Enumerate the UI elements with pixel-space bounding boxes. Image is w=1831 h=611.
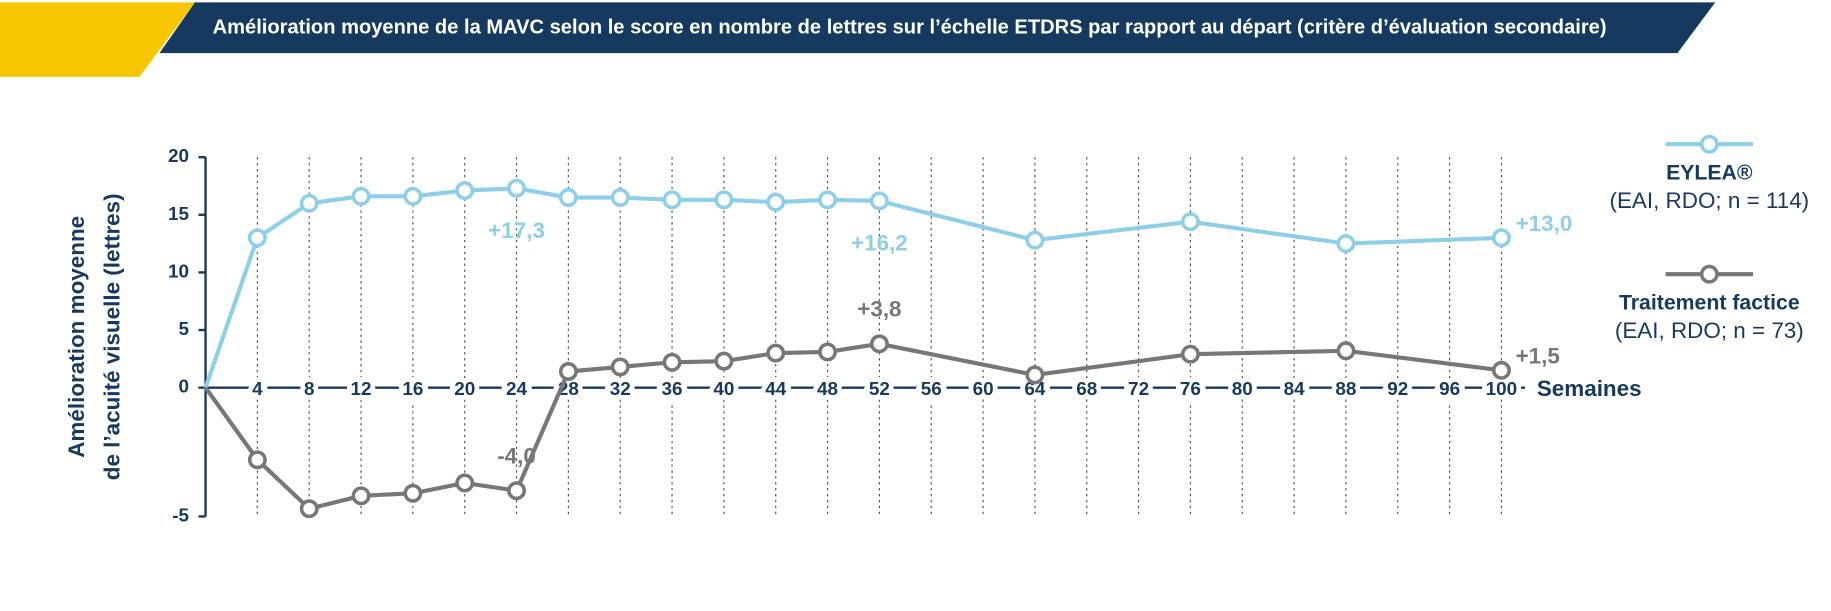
x-axis-label: Semaines	[1537, 376, 1642, 401]
legend-marker	[1699, 134, 1719, 154]
data-point	[558, 188, 578, 207]
data-point	[869, 191, 889, 211]
data-point	[507, 481, 527, 501]
y-tick-label: 0	[178, 377, 189, 398]
x-tick-label: 32	[610, 379, 631, 400]
legend-note: (EAI, RDO; n = 73)	[1615, 318, 1804, 343]
data-point	[1180, 344, 1200, 364]
data-point	[299, 193, 319, 213]
legend-note: (EAI, RDO; n = 114)	[1609, 188, 1809, 213]
x-tick-label: 44	[765, 379, 787, 400]
header-accent	[0, 2, 195, 77]
data-point	[1025, 230, 1045, 250]
data-point	[507, 178, 527, 198]
value-label: +16,2	[851, 231, 908, 256]
chart-title: Amélioration moyenne de la MAVC selon le…	[213, 17, 1607, 39]
legend-label: Traitement factice	[1619, 290, 1800, 314]
x-tick-label: 52	[869, 379, 890, 400]
series-line	[203, 341, 1502, 512]
x-tick-label: 40	[713, 379, 734, 400]
data-point	[1491, 228, 1511, 248]
data-point	[351, 186, 371, 206]
value-label: +3,8	[857, 297, 901, 322]
legend-label: EYLEA®	[1666, 160, 1753, 184]
data-point	[1025, 365, 1045, 385]
x-tick-label: 100	[1486, 379, 1518, 400]
y-tick-label: 20	[168, 146, 189, 167]
data-point	[662, 352, 682, 372]
data-point	[455, 473, 475, 493]
x-tick-label: 12	[351, 379, 372, 400]
value-label: -4,0	[497, 444, 536, 469]
data-point	[247, 450, 267, 470]
x-tick-label: 36	[662, 379, 683, 400]
data-point	[455, 181, 475, 201]
x-tick-label: 84	[1284, 379, 1306, 400]
data-point	[766, 343, 786, 363]
x-tick-label: 88	[1335, 379, 1356, 400]
data-point	[818, 342, 838, 362]
x-tick-label: 72	[1128, 379, 1149, 400]
data-point	[1336, 341, 1356, 361]
data-point	[610, 188, 630, 207]
data-point	[351, 486, 371, 506]
y-tick-label: 10	[168, 261, 189, 282]
data-point	[1180, 212, 1200, 232]
data-point	[818, 190, 838, 210]
x-tick-label: 96	[1439, 379, 1460, 400]
data-point	[714, 190, 734, 210]
series-line	[203, 186, 1502, 389]
data-point	[662, 190, 682, 210]
x-tick-label: 16	[402, 379, 423, 400]
data-point	[714, 351, 734, 371]
y-tick-label: 15	[168, 204, 189, 225]
y-tick-label: -5	[172, 505, 189, 526]
y-axis-label: Amélioration moyenne	[64, 216, 89, 458]
x-tick-label: 20	[454, 379, 475, 400]
data-point	[403, 483, 423, 503]
data-point	[1336, 234, 1356, 254]
legend-marker	[1699, 264, 1719, 284]
x-tick-label: 48	[817, 379, 838, 400]
x-tick-label: 68	[1076, 379, 1097, 400]
data-point	[247, 228, 267, 248]
x-tick-label: 8	[304, 379, 315, 400]
x-tick-label: 76	[1180, 379, 1201, 400]
y-tick-label: 5	[178, 319, 189, 340]
header-banner	[159, 2, 1716, 54]
data-point	[610, 357, 630, 377]
value-label: +1,5	[1516, 343, 1560, 368]
x-tick-label: 24	[506, 379, 528, 400]
x-tick-label: 4	[252, 379, 263, 400]
x-tick-label: 56	[921, 379, 942, 400]
data-point	[558, 362, 578, 381]
data-point	[1491, 360, 1511, 380]
y-axis-label: de l’acuité visuelle (lettres)	[99, 193, 124, 480]
data-point	[403, 186, 423, 206]
data-point	[869, 334, 889, 354]
value-label: +17,3	[488, 218, 545, 243]
data-point	[299, 499, 319, 519]
data-point	[766, 192, 786, 212]
value-label: +13,0	[1516, 211, 1573, 236]
x-tick-label: 92	[1387, 379, 1408, 400]
x-tick-label: 60	[973, 379, 994, 400]
x-tick-label: 80	[1232, 379, 1253, 400]
